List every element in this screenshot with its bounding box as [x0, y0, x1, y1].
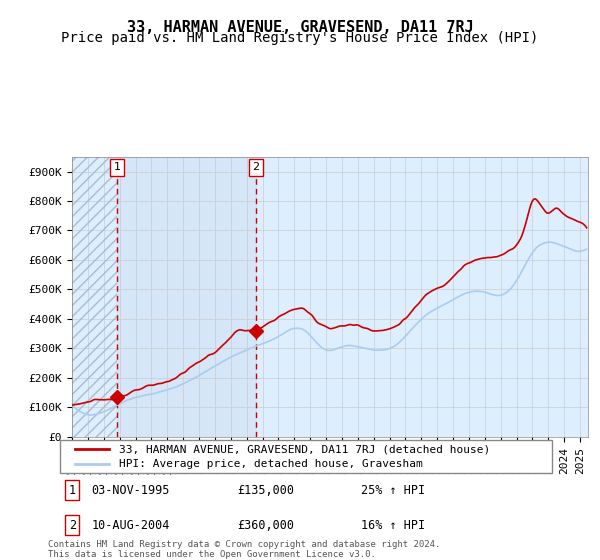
Text: HPI: Average price, detached house, Gravesham: HPI: Average price, detached house, Grav…: [119, 459, 423, 469]
Text: 2: 2: [253, 162, 260, 172]
Text: 2: 2: [69, 519, 76, 532]
Text: Contains HM Land Registry data © Crown copyright and database right 2024.
This d: Contains HM Land Registry data © Crown c…: [48, 540, 440, 559]
Text: £360,000: £360,000: [237, 519, 294, 532]
Text: 25% ↑ HPI: 25% ↑ HPI: [361, 483, 425, 497]
Text: 03-NOV-1995: 03-NOV-1995: [91, 483, 170, 497]
Text: 16% ↑ HPI: 16% ↑ HPI: [361, 519, 425, 532]
Text: 10-AUG-2004: 10-AUG-2004: [91, 519, 170, 532]
Text: 33, HARMAN AVENUE, GRAVESEND, DA11 7RJ: 33, HARMAN AVENUE, GRAVESEND, DA11 7RJ: [127, 20, 473, 35]
Text: Price paid vs. HM Land Registry's House Price Index (HPI): Price paid vs. HM Land Registry's House …: [61, 31, 539, 45]
Bar: [117, 157, 256, 437]
Text: £135,000: £135,000: [237, 483, 294, 497]
Text: 1: 1: [69, 483, 76, 497]
Text: 33, HARMAN AVENUE, GRAVESEND, DA11 7RJ (detached house): 33, HARMAN AVENUE, GRAVESEND, DA11 7RJ (…: [119, 444, 490, 454]
Text: 1: 1: [113, 162, 121, 172]
Bar: [72, 157, 117, 437]
Bar: [72, 157, 117, 437]
FancyBboxPatch shape: [60, 440, 552, 473]
